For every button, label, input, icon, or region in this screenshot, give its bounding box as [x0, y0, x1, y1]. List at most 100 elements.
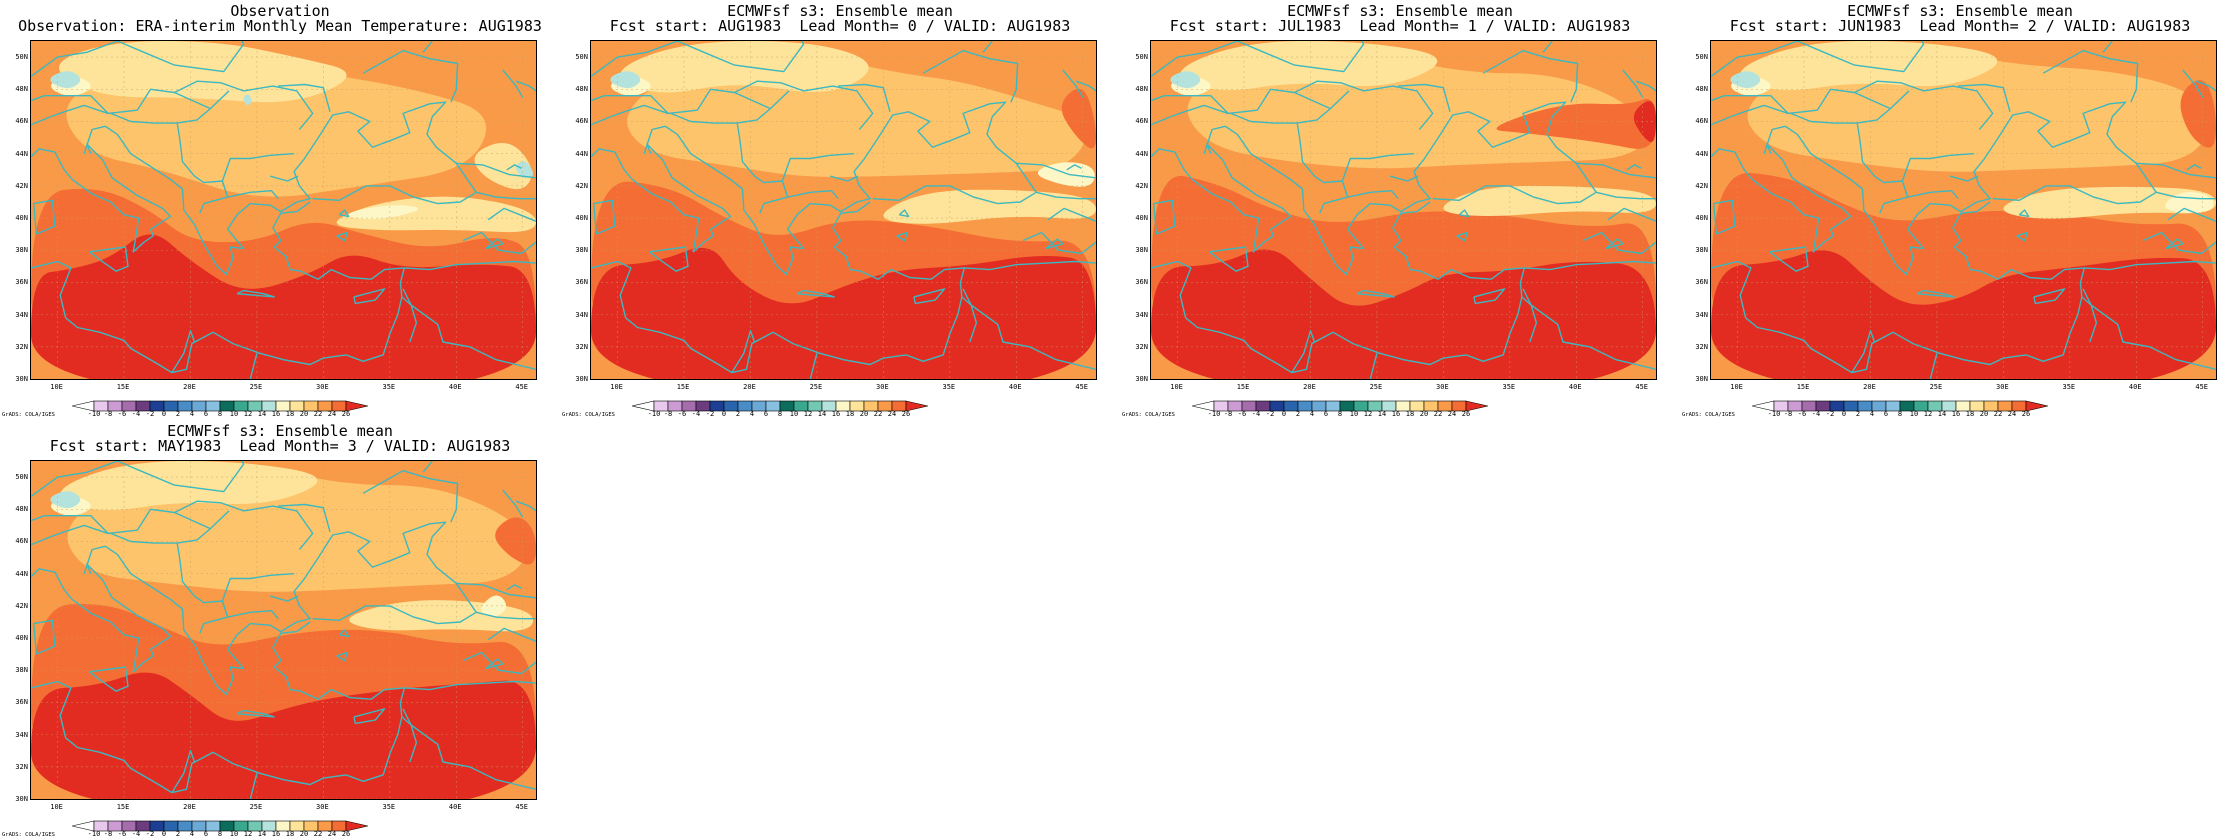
colorbar-tick-label: 26	[2021, 410, 2031, 418]
coastline	[462, 231, 536, 255]
colorbar	[71, 817, 369, 832]
lon-label: 40E	[448, 383, 462, 391]
lat-label: 32N	[1135, 342, 1148, 351]
colorbar-tick-label: 26	[341, 410, 351, 418]
colorbar-tick-label: -2	[1265, 410, 1275, 418]
coastline	[515, 500, 536, 512]
lat-label: 42N	[1695, 181, 1708, 190]
lat-label: 34N	[575, 310, 588, 319]
colorbar-tick-label: 8	[217, 410, 223, 418]
coastline	[110, 528, 211, 544]
lon-label: 40E	[2128, 383, 2142, 391]
lat-label: 44N	[575, 149, 588, 158]
coastline	[1958, 83, 2011, 112]
colorbar-tick-label: 12	[243, 410, 253, 418]
coastline	[31, 621, 406, 794]
colorbar-tick-label: 10	[1909, 410, 1919, 418]
colorbar-tick-label: -8	[663, 410, 673, 418]
lon-label: 15E	[1796, 383, 1810, 391]
lat-label: 30N	[575, 375, 588, 383]
colorbar-tick-label: 16	[1391, 410, 1401, 418]
colorbar-swatch	[2025, 400, 2049, 412]
coastline	[591, 41, 805, 77]
coastlines	[31, 461, 536, 799]
coastline	[787, 190, 839, 200]
colorbar-tick-label: 14	[1377, 410, 1387, 418]
map-panel: ECMWFsf s3: Ensemble mean Fcst start: MAY…	[0, 420, 560, 840]
lat-label: 32N	[575, 342, 588, 351]
coastline	[2165, 238, 2184, 250]
lat-label: 36N	[15, 698, 28, 707]
colorbar-tick-label: 10	[1349, 410, 1359, 418]
colorbar-tick-label: -4	[131, 410, 141, 418]
coastline	[402, 708, 418, 763]
colorbar-tick-label: 20	[1419, 410, 1429, 418]
lon-label: 15E	[116, 383, 130, 391]
grid-lines	[1711, 41, 2216, 379]
colorbar-tick-label: -4	[131, 830, 141, 838]
panel-subtitle: Fcst start: MAY1983 Lead Month= 3 / VALI…	[49, 437, 511, 455]
colorbar-tick-label: 6	[203, 830, 209, 838]
lon-label: 40E	[448, 803, 462, 811]
coastline	[2195, 80, 2216, 92]
lon-label: 15E	[116, 803, 130, 811]
colorbar-tick-label: 10	[229, 410, 239, 418]
coastline	[227, 190, 279, 200]
coastline	[2042, 50, 2139, 103]
colorbar-tick-label: 0	[1281, 410, 1287, 418]
coastline	[476, 611, 536, 620]
coastline	[1036, 191, 1096, 200]
colorbar-tick-label: -8	[103, 410, 113, 418]
coastline	[1711, 143, 1852, 253]
panel-title: ECMWFsf s3: Ensemble mean	[1847, 2, 2073, 20]
coastline	[249, 353, 258, 379]
lat-label: 40N	[575, 214, 588, 223]
panel-title: Observation	[230, 2, 330, 20]
temperature-contour	[371, 342, 391, 379]
colorbar-tick-label: 14	[817, 410, 827, 418]
lat-label: 34N	[15, 730, 28, 739]
colorbar-tick-label: 10	[229, 830, 239, 838]
coastline	[31, 41, 245, 77]
colorbar-tick-label: 18	[1405, 410, 1415, 418]
panel-subtitle: Fcst start: AUG1983 Lead Month= 0 / VALI…	[609, 17, 1071, 35]
coastline	[83, 521, 477, 696]
lat-label: 48N	[575, 85, 588, 94]
lon-label: 30E	[876, 383, 889, 391]
coastline	[338, 629, 350, 638]
coastline	[2136, 162, 2216, 179]
temperature-contour	[1170, 71, 1201, 89]
coastline	[898, 209, 910, 218]
colorbar-tick-label: 6	[1323, 410, 1329, 418]
lat-label: 50N	[15, 473, 28, 482]
colorbar-tick-label: 14	[257, 410, 267, 418]
lat-label: 50N	[1135, 53, 1148, 62]
coastline	[809, 353, 818, 379]
colorbar-tick-label: 14	[1937, 410, 1947, 418]
colorbar-tick-label: 2	[735, 410, 741, 418]
colorbar-tick-label: -10	[87, 410, 101, 418]
colorbar-tick-label: 20	[1979, 410, 1989, 418]
map-panel: ECMWFsf s3: Ensemble mean Fcst start: JUL…	[1120, 0, 1680, 420]
colorbar-tick-label: -2	[145, 410, 155, 418]
lon-label: 20E	[183, 803, 196, 811]
coastline	[1711, 95, 1725, 102]
grid-lines	[31, 41, 536, 379]
colorbar-tick-label: 6	[203, 410, 209, 418]
coastline	[1066, 164, 1082, 171]
coastline	[1456, 231, 1468, 242]
lat-label: 42N	[1135, 181, 1148, 190]
coastline	[2018, 209, 2030, 218]
colorbar-tick-label: 24	[327, 410, 337, 418]
lat-label: 40N	[1135, 214, 1148, 223]
colorbar-tick-label: 10	[789, 410, 799, 418]
colorbar	[631, 397, 929, 412]
colorbar-tick-label: 24	[2007, 410, 2017, 418]
coastline	[236, 709, 275, 718]
coastline	[2016, 231, 2028, 242]
lat-label: 32N	[15, 762, 28, 771]
coastline	[89, 666, 129, 692]
colorbar-tick-label: 14	[257, 830, 267, 838]
lat-label: 38N	[575, 246, 588, 255]
coastline	[176, 542, 229, 634]
